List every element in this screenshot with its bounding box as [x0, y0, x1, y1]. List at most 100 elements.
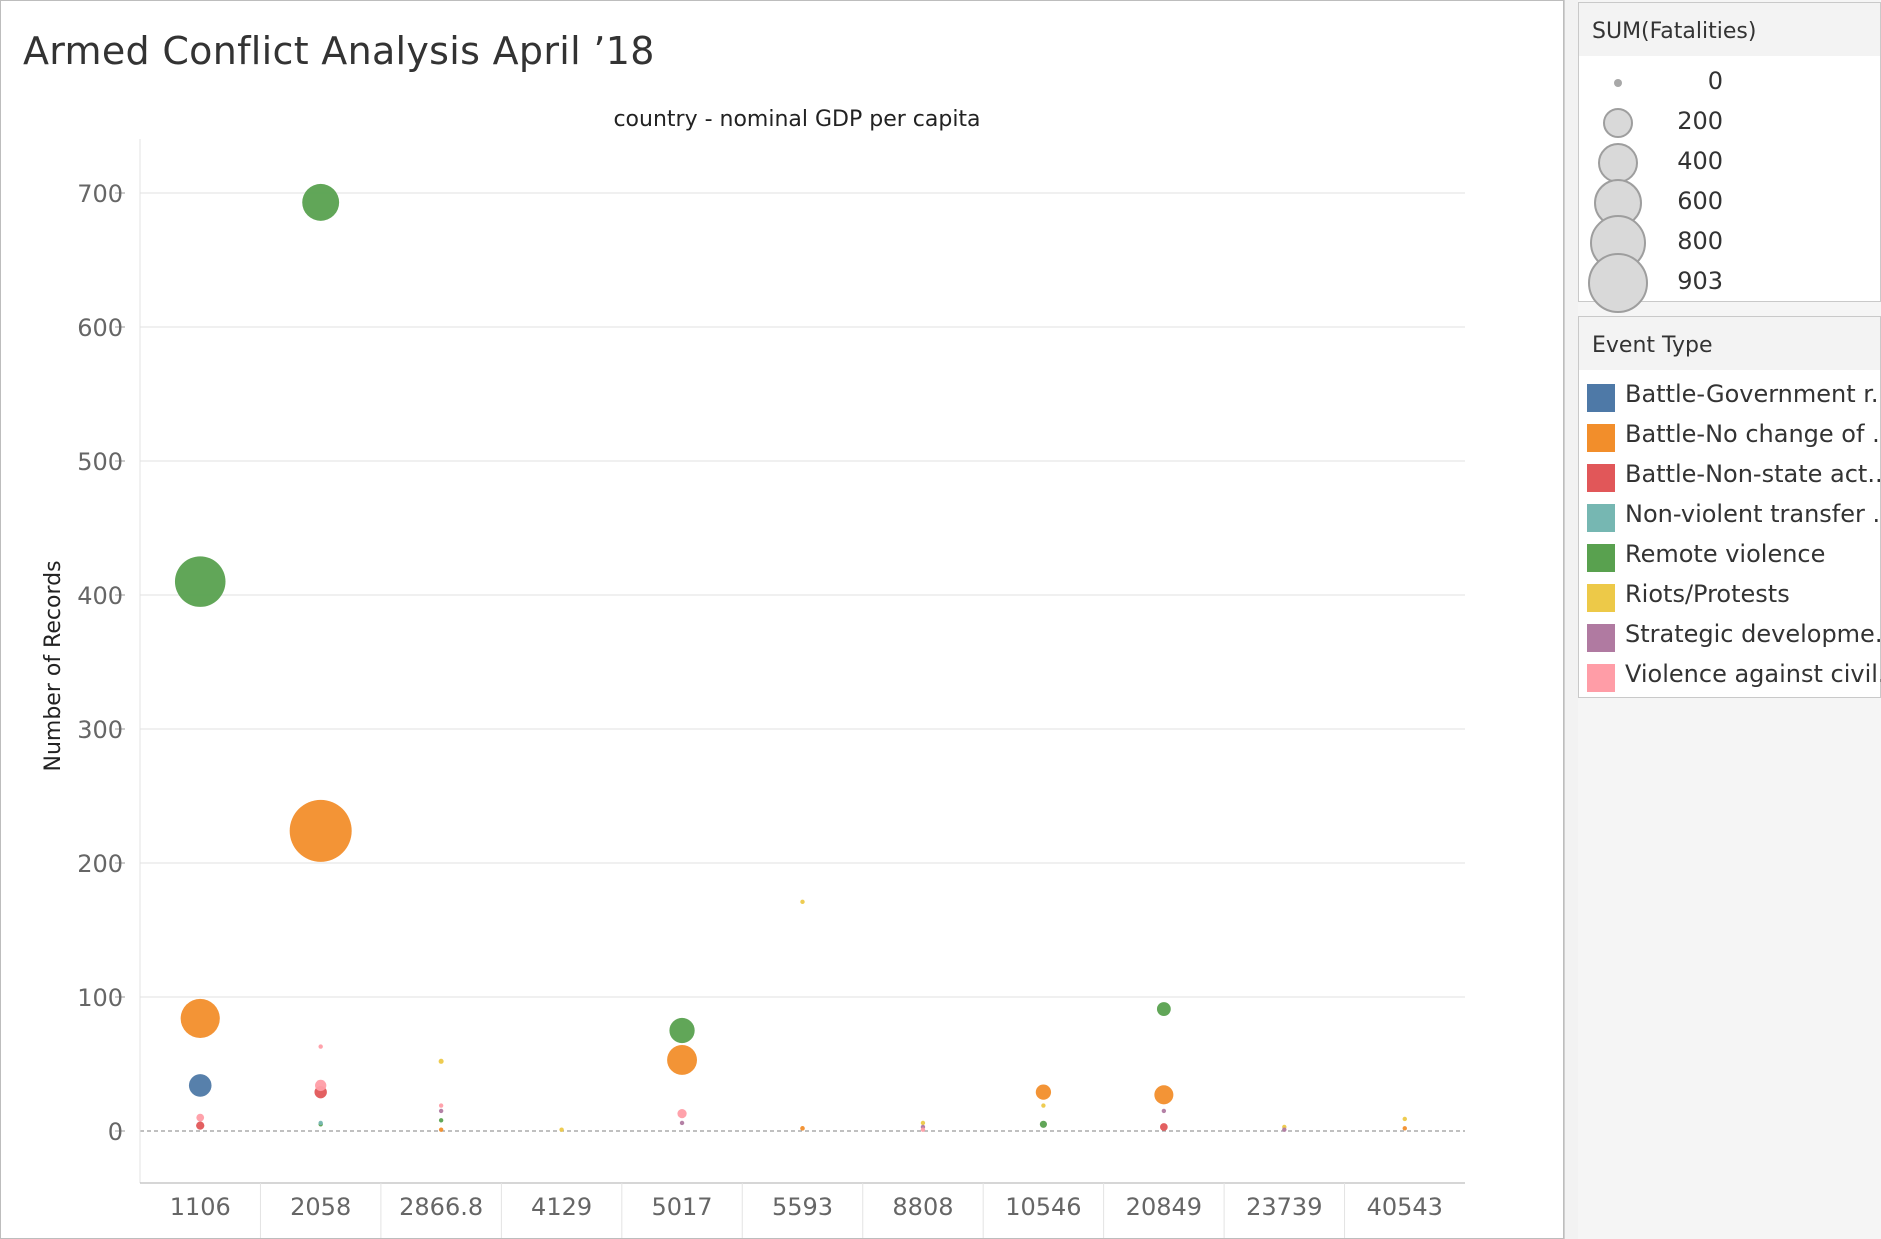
data-point[interactable]: [920, 1120, 926, 1126]
data-point[interactable]: [1282, 1127, 1287, 1132]
data-point[interactable]: [1156, 1002, 1171, 1016]
color-legend[interactable]: Event Type Battle-Government r.. Battle-N…: [1578, 316, 1881, 698]
legend-swatch: [1587, 424, 1615, 452]
y-tick-label: 700: [77, 180, 123, 208]
color-legend-item[interactable]: Riots/Protests: [1579, 577, 1881, 617]
x-tick-label: 8808: [892, 1193, 953, 1221]
data-point[interactable]: [1154, 1085, 1174, 1105]
size-legend-item[interactable]: 0: [1579, 63, 1881, 103]
size-legend-circle: [1603, 108, 1633, 138]
color-legend-label: Non-violent transfer ..: [1625, 500, 1881, 528]
data-point[interactable]: [1161, 1108, 1167, 1114]
legend-swatch: [1587, 544, 1615, 572]
data-point[interactable]: [1041, 1103, 1046, 1108]
data-point[interactable]: [1035, 1084, 1052, 1100]
data-point[interactable]: [438, 1127, 444, 1132]
data-point[interactable]: [289, 799, 352, 862]
data-point[interactable]: [180, 998, 220, 1039]
x-tick-label: 2866.8: [399, 1193, 483, 1221]
y-tick-label: 300: [77, 716, 123, 744]
size-legend[interactable]: SUM(Fatalities) 0 200 400 600 800 903: [1578, 2, 1881, 313]
data-point[interactable]: [920, 1127, 926, 1132]
data-point[interactable]: [302, 183, 340, 221]
color-legend-label: Violence against civil..: [1625, 660, 1881, 688]
color-legend-item[interactable]: Battle-No change of ..: [1579, 417, 1881, 457]
x-tick-label: 4129: [531, 1193, 592, 1221]
legend-swatch: [1587, 464, 1615, 492]
color-legend-label: Battle-No change of ..: [1625, 420, 1881, 448]
size-legend-item[interactable]: 200: [1579, 103, 1881, 143]
data-point[interactable]: [1402, 1116, 1407, 1122]
size-legend-label: 200: [1677, 107, 1723, 135]
data-point[interactable]: [1160, 1123, 1168, 1131]
color-legend-label: Strategic developme..: [1625, 620, 1881, 648]
x-tick-label: 20849: [1126, 1193, 1202, 1221]
data-point[interactable]: [679, 1120, 685, 1126]
data-point[interactable]: [315, 1079, 327, 1092]
color-legend-title: Event Type: [1579, 317, 1880, 370]
scatter-chart: country - nominal GDP per capita 0 100 200 3…: [41, 107, 1465, 1238]
legend-swatch: [1587, 584, 1615, 612]
size-legend-circle: [1588, 253, 1648, 313]
data-point[interactable]: [438, 1118, 444, 1123]
column-header: country - nominal GDP per capita: [613, 107, 980, 132]
data-point[interactable]: [800, 899, 805, 905]
size-legend-title: SUM(Fatalities): [1579, 3, 1880, 56]
data-point[interactable]: [196, 1121, 205, 1130]
pane-divider[interactable]: [1564, 0, 1582, 1239]
size-legend-item[interactable]: 400: [1579, 143, 1881, 183]
x-tick-label: 1106: [170, 1193, 231, 1221]
legend-swatch: [1587, 624, 1615, 652]
legend-swatch: [1587, 504, 1615, 532]
data-point[interactable]: [196, 1113, 205, 1122]
color-legend-item[interactable]: Strategic developme..: [1579, 617, 1881, 657]
y-axis-title: Number of Records: [41, 560, 66, 771]
color-legend-label: Battle-Government r..: [1625, 380, 1881, 408]
color-legend-item[interactable]: Battle-Government r..: [1579, 377, 1881, 417]
x-tick-label: 5593: [772, 1193, 833, 1221]
y-tick-label: 600: [77, 314, 123, 342]
data-point[interactable]: [438, 1103, 444, 1108]
color-legend-label: Battle-Non-state act..: [1625, 460, 1881, 488]
data-point[interactable]: [1039, 1120, 1047, 1128]
size-legend-label: 600: [1677, 187, 1723, 215]
data-point[interactable]: [667, 1045, 697, 1075]
data-point[interactable]: [188, 1074, 212, 1097]
legend-swatch: [1587, 664, 1615, 692]
color-legend-item[interactable]: Violence against civil..: [1579, 657, 1881, 697]
data-point[interactable]: [559, 1127, 564, 1132]
color-legend-item[interactable]: Battle-Non-state act..: [1579, 457, 1881, 497]
data-point[interactable]: [438, 1058, 444, 1064]
x-tick-label: 23739: [1246, 1193, 1322, 1221]
data-point[interactable]: [1402, 1126, 1407, 1131]
size-legend-label: 903: [1677, 267, 1723, 295]
data-point[interactable]: [318, 1120, 323, 1126]
x-tick-label: 5017: [652, 1193, 713, 1221]
size-legend-item[interactable]: 903: [1579, 253, 1881, 313]
legend-swatch: [1587, 384, 1615, 412]
y-tick-label: 400: [77, 582, 123, 610]
data-point[interactable]: [438, 1108, 444, 1114]
y-tick-label: 100: [77, 984, 123, 1012]
color-legend-label: Riots/Protests: [1625, 580, 1790, 608]
data-point[interactable]: [318, 1044, 323, 1049]
data-point[interactable]: [669, 1017, 695, 1044]
size-legend-circle: [1614, 79, 1622, 87]
worksheet-view: Armed Conflict Analysis April ’18 countr…: [0, 0, 1564, 1239]
y-tick-label: 0: [108, 1118, 123, 1146]
data-point[interactable]: [174, 556, 226, 607]
size-legend-circle: [1598, 143, 1638, 183]
x-tick-label: 2058: [290, 1193, 351, 1221]
dashboard-title: Armed Conflict Analysis April ’18: [23, 29, 655, 73]
x-tick-label: 10546: [1005, 1193, 1081, 1221]
size-legend-label: 800: [1677, 227, 1723, 255]
color-legend-item[interactable]: Remote violence: [1579, 537, 1881, 577]
data-point[interactable]: [800, 1126, 805, 1131]
y-tick-label: 500: [77, 448, 123, 476]
color-legend-label: Remote violence: [1625, 540, 1826, 568]
data-point[interactable]: [677, 1108, 687, 1119]
size-legend-label: 400: [1677, 147, 1723, 175]
y-tick-label: 200: [77, 850, 123, 878]
color-legend-item[interactable]: Non-violent transfer ..: [1579, 497, 1881, 537]
size-legend-label: 0: [1707, 67, 1723, 95]
